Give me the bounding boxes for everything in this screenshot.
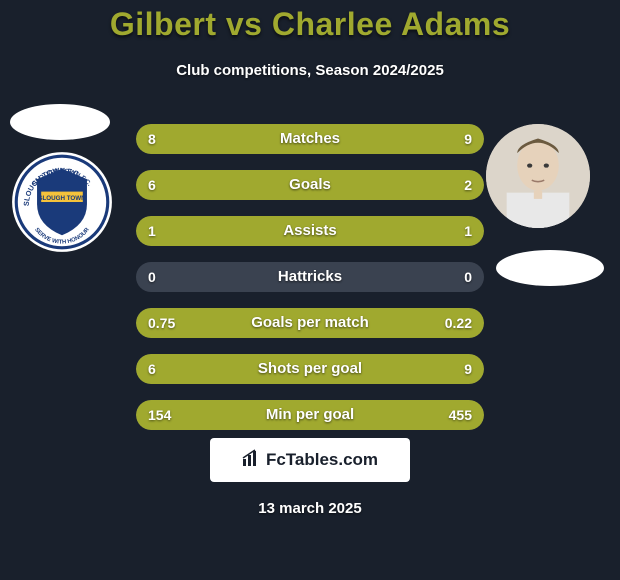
stat-row: 62Goals (136, 170, 484, 200)
svg-text:SLOUGH TOWN: SLOUGH TOWN (38, 195, 86, 202)
person-icon (486, 124, 590, 228)
chart-icon (242, 449, 260, 472)
stat-label: Goals per match (136, 308, 484, 338)
subtitle: Club competitions, Season 2024/2025 (0, 62, 620, 79)
stat-row: 00Hattricks (136, 262, 484, 292)
comparison-canvas: Gilbert vs Charlee Adams Club competitio… (0, 0, 620, 580)
page-title: Gilbert vs Charlee Adams (0, 6, 620, 43)
player-right-badge (496, 250, 604, 286)
club-crest-left: SLOUGH TOWN SLOUGH TOWN F.C. SLOUGH TOWN… (10, 150, 114, 254)
stat-label: Shots per goal (136, 354, 484, 384)
stat-label: Min per goal (136, 400, 484, 430)
stat-row: 0.750.22Goals per match (136, 308, 484, 338)
brand-text: FcTables.com (266, 450, 378, 470)
stat-row: 89Matches (136, 124, 484, 154)
stat-row: 11Assists (136, 216, 484, 246)
comparison-bars: 89Matches 62Goals 11Assists 00Hattricks 0.75… (136, 124, 484, 446)
stat-label: Assists (136, 216, 484, 246)
stat-label: Goals (136, 170, 484, 200)
stat-row: 154455Min per goal (136, 400, 484, 430)
player-left-badge (10, 104, 110, 140)
player-right-photo (486, 124, 590, 228)
stat-row: 69Shots per goal (136, 354, 484, 384)
brand-box: FcTables.com (210, 438, 410, 482)
stat-label: Matches (136, 124, 484, 154)
stat-label: Hattricks (136, 262, 484, 292)
shield-icon: SLOUGH TOWN SLOUGH TOWN F.C. SLOUGH TOWN… (10, 150, 114, 254)
date-text: 13 march 2025 (0, 500, 620, 517)
